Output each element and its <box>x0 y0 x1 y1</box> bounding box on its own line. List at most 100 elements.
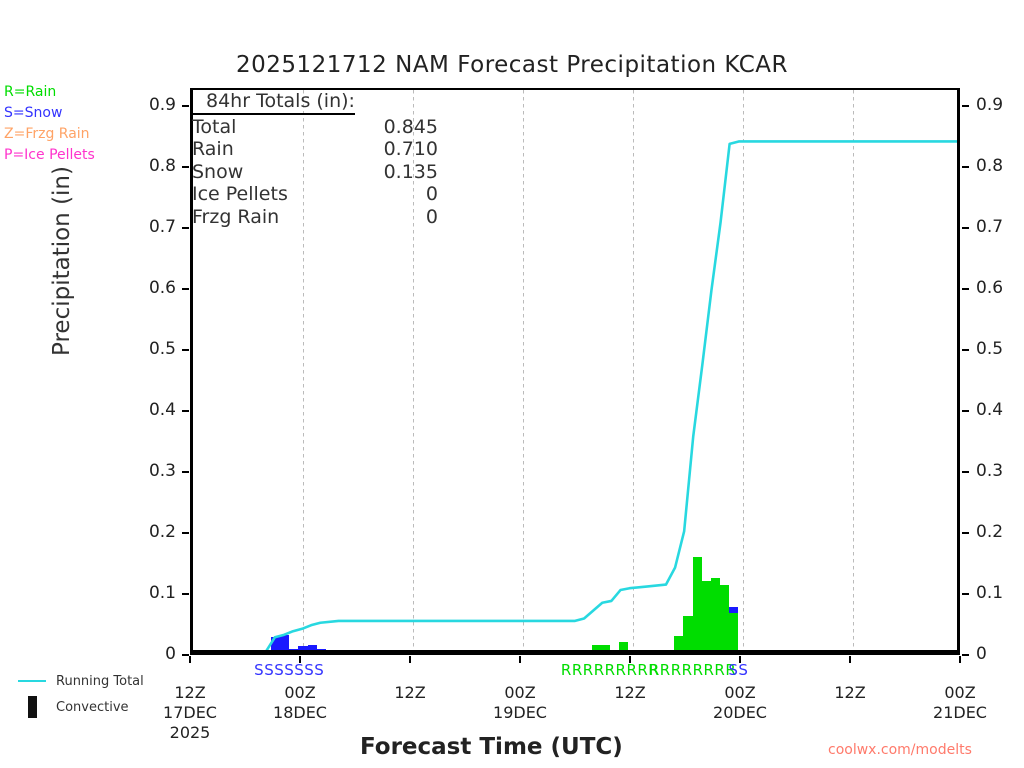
totals-row: Total 0.845 <box>192 116 438 139</box>
gridline-vertical <box>633 90 634 653</box>
y-axis-tick-mark-left <box>182 654 189 656</box>
legend-key-rain: R=Rain <box>4 84 57 100</box>
y-axis-tick-mark-right <box>962 532 969 535</box>
totals-rows: Total 0.845 Rain 0.710 Snow 0.135 Ice Pellets 0… <box>192 116 492 229</box>
legend-item-running-total: Running Total <box>18 668 144 694</box>
y-axis-tick-label-left: 0 <box>165 644 176 664</box>
precip-type-legend: R=Rain S=Snow Z=Frzg Rain P=Ice Pellets <box>4 82 95 166</box>
precip-bar-rain <box>729 612 739 653</box>
x-axis-tick-mark <box>849 656 851 663</box>
totals-row: Ice Pellets 0 <box>192 183 438 206</box>
x-axis-tick-label: 12Z <box>614 683 646 702</box>
gridline-vertical <box>303 90 304 653</box>
y-axis-tick-label-right: 0.1 <box>976 583 1004 604</box>
totals-row-value: 0.845 <box>383 115 438 138</box>
totals-row: Frzg Rain 0 <box>192 206 438 229</box>
y-axis-tick-label-right: 0.6 <box>976 278 1004 299</box>
x-axis-tick-label: 00Z 21DEC <box>933 683 987 722</box>
y-axis-tick-label-right: 0.4 <box>976 400 1004 421</box>
watermark: coolwx.com/modelts <box>828 742 972 758</box>
precip-bar-rain <box>720 584 730 653</box>
y-axis-tick-label-right: 0.3 <box>976 461 1004 482</box>
y-axis-tick-mark-left <box>182 166 189 169</box>
totals-row-label: Snow <box>192 160 244 183</box>
y-axis-tick-label-right: 0.9 <box>976 95 1004 116</box>
gridline-vertical <box>853 90 854 653</box>
gridline-vertical <box>743 90 744 653</box>
x-axis-tick-mark <box>299 656 301 663</box>
x-axis-tick-label: 12Z <box>834 683 866 702</box>
gridline-vertical <box>523 90 524 653</box>
precip-bar-rain <box>701 581 711 653</box>
y-axis-tick-mark-right <box>962 471 969 474</box>
x-axis-tick-label: 12Z <box>394 683 426 702</box>
x-axis-tick-label: 00Z 18DEC <box>273 683 327 722</box>
legend-key-frzg-rain: Z=Frzg Rain <box>4 126 90 142</box>
y-axis-tick-mark-left <box>182 288 189 291</box>
x-axis-tick-mark <box>959 656 961 663</box>
totals-row: Snow 0.135 <box>192 161 438 184</box>
convective-bar-swatch <box>28 696 37 718</box>
y-axis-tick-label-right: 0.5 <box>976 339 1004 360</box>
legend-label-convective: Convective <box>56 699 129 715</box>
y-axis-tick-mark-right <box>962 593 969 596</box>
gridline-vertical <box>413 90 414 653</box>
x-axis-label: Forecast Time (UTC) <box>360 734 623 760</box>
y-axis-tick-mark-left <box>182 227 189 230</box>
legend-item-convective: Convective <box>18 694 144 720</box>
page-title: 2025121712 NAM Forecast Precipitation KC… <box>235 52 789 78</box>
y-axis-tick-mark-left <box>182 410 189 413</box>
totals-row: Rain 0.710 <box>192 138 438 161</box>
totals-row-value: 0.135 <box>383 160 438 183</box>
y-axis-tick-mark-right <box>962 166 969 169</box>
precip-bar-rain <box>600 645 611 653</box>
y-axis-tick-mark-right <box>962 410 969 413</box>
totals-heading: 84hr Totals (in): <box>192 90 355 115</box>
totals-row-label: Frzg Rain <box>192 205 280 228</box>
y-axis-tick-mark-right <box>962 288 969 291</box>
y-axis-tick-label-left: 0.2 <box>148 522 176 543</box>
y-axis-label: Precipitation (in) <box>49 166 75 356</box>
y-axis-tick-label-right: 0.7 <box>976 217 1004 238</box>
precip-bar-rain <box>692 557 702 653</box>
precip-bar-snow <box>270 637 281 653</box>
precip-type-string-snow: SS <box>728 661 749 679</box>
y-axis-tick-label-right: 0.8 <box>976 156 1004 177</box>
x-axis-tick-mark <box>519 656 521 663</box>
x-axis-tick-mark <box>409 656 411 663</box>
x-axis-tick-mark <box>739 656 741 663</box>
legend-key-snow: S=Snow <box>4 105 63 121</box>
precip-bar-rain <box>710 578 721 653</box>
precip-bar-snow <box>280 634 290 653</box>
totals-row-value: 0 <box>425 183 438 205</box>
precip-type-string-rain: RRRRRRRR <box>648 661 737 679</box>
y-axis-tick-mark-right <box>962 105 969 108</box>
precip-bar-snow <box>298 645 308 653</box>
y-axis-tick-mark-right <box>962 349 969 352</box>
x-axis-tick-label: 00Z 19DEC <box>493 683 547 722</box>
precip-bar-rain <box>591 645 601 653</box>
totals-row-label: Rain <box>192 138 234 160</box>
y-axis-tick-label-left: 0.6 <box>148 278 176 299</box>
x-axis-tick-label: 00Z 20DEC <box>713 683 767 722</box>
plot-area: SSSSSSS RRRRRRRRR RRRRRRRR SS <box>190 88 960 679</box>
y-axis-tick-mark-left <box>182 105 189 108</box>
series-legend: Running Total Convective <box>18 668 144 720</box>
y-axis-tick-label-left: 0.5 <box>148 339 176 360</box>
y-axis-tick-mark-left <box>182 532 189 535</box>
x-axis-tick-label: 12Z 17DEC 2025 <box>163 683 217 742</box>
precip-bar-snow <box>307 645 317 653</box>
y-axis-tick-label-left: 0.4 <box>148 400 176 421</box>
precip-bar-rain <box>619 642 629 653</box>
y-axis-tick-mark-left <box>182 593 189 596</box>
totals-summary-box: 84hr Totals (in): Total 0.845 Rain 0.710 Sno… <box>192 90 492 228</box>
y-axis-tick-label-right: 0.2 <box>976 522 1004 543</box>
y-axis-tick-mark-right <box>962 227 969 230</box>
totals-row-value: 0.710 <box>383 138 438 160</box>
x-axis-tick-mark <box>189 656 191 663</box>
y-axis-tick-mark-left <box>182 471 189 474</box>
y-axis-tick-label-left: 0.9 <box>148 95 176 116</box>
y-axis-tick-label-left: 0.8 <box>148 156 176 177</box>
totals-row-label: Ice Pellets <box>192 183 288 205</box>
precip-type-string-snow: SSSSSSS <box>254 661 325 679</box>
